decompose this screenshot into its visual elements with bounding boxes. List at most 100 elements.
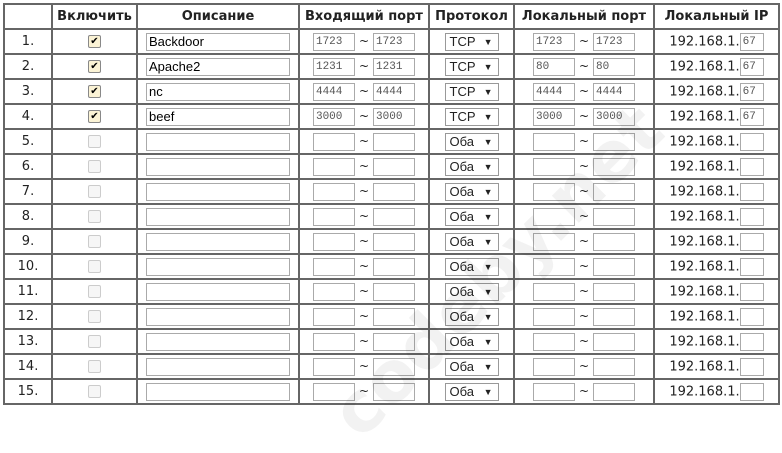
description-input[interactable] bbox=[146, 257, 290, 276]
local-port-to-input[interactable] bbox=[593, 157, 636, 176]
incoming-port-from-input[interactable] bbox=[312, 107, 355, 126]
incoming-port-to-input[interactable] bbox=[373, 282, 416, 301]
enable-checkbox[interactable]: ✔ bbox=[88, 60, 101, 73]
local-port-to-input[interactable] bbox=[593, 357, 636, 376]
incoming-port-from-input[interactable] bbox=[312, 132, 355, 151]
incoming-port-to-input[interactable] bbox=[373, 207, 416, 226]
local-ip-input[interactable] bbox=[739, 307, 764, 326]
incoming-port-to-input[interactable] bbox=[373, 57, 416, 76]
local-port-to-input[interactable] bbox=[593, 57, 636, 76]
incoming-port-from-input[interactable] bbox=[312, 307, 355, 326]
enable-checkbox[interactable]: ✔ bbox=[88, 85, 101, 98]
incoming-port-to-input[interactable] bbox=[373, 307, 416, 326]
incoming-port-to-input[interactable] bbox=[373, 382, 416, 401]
incoming-port-to-input[interactable] bbox=[373, 157, 416, 176]
local-ip-input[interactable] bbox=[739, 107, 764, 126]
protocol-select[interactable]: Оба ▼ bbox=[444, 182, 499, 201]
local-port-to-input[interactable] bbox=[593, 82, 636, 101]
protocol-select[interactable]: Оба ▼ bbox=[444, 207, 499, 226]
incoming-port-to-input[interactable] bbox=[373, 32, 416, 51]
description-input[interactable] bbox=[146, 57, 290, 76]
protocol-select[interactable]: Оба ▼ bbox=[444, 132, 499, 151]
local-ip-input[interactable] bbox=[739, 282, 764, 301]
local-port-to-input[interactable] bbox=[593, 282, 636, 301]
description-input[interactable] bbox=[146, 182, 290, 201]
incoming-port-from-input[interactable] bbox=[312, 332, 355, 351]
enable-checkbox[interactable] bbox=[88, 185, 101, 198]
incoming-port-from-input[interactable] bbox=[312, 282, 355, 301]
incoming-port-to-input[interactable] bbox=[373, 257, 416, 276]
protocol-select[interactable]: TCP ▼ bbox=[444, 57, 499, 76]
protocol-select[interactable]: Оба ▼ bbox=[444, 307, 499, 326]
incoming-port-from-input[interactable] bbox=[312, 232, 355, 251]
description-input[interactable] bbox=[146, 157, 290, 176]
description-input[interactable] bbox=[146, 107, 290, 126]
local-port-to-input[interactable] bbox=[593, 207, 636, 226]
enable-checkbox[interactable]: ✔ bbox=[88, 35, 101, 48]
local-port-to-input[interactable] bbox=[593, 257, 636, 276]
local-port-from-input[interactable] bbox=[532, 157, 575, 176]
enable-checkbox[interactable] bbox=[88, 210, 101, 223]
local-port-from-input[interactable] bbox=[532, 307, 575, 326]
description-input[interactable] bbox=[146, 282, 290, 301]
incoming-port-from-input[interactable] bbox=[312, 357, 355, 376]
protocol-select[interactable]: TCP ▼ bbox=[444, 82, 499, 101]
incoming-port-to-input[interactable] bbox=[373, 232, 416, 251]
local-port-from-input[interactable] bbox=[532, 107, 575, 126]
local-port-from-input[interactable] bbox=[532, 207, 575, 226]
protocol-select[interactable]: Оба ▼ bbox=[444, 382, 499, 401]
description-input[interactable] bbox=[146, 132, 290, 151]
local-ip-input[interactable] bbox=[739, 32, 764, 51]
local-port-from-input[interactable] bbox=[532, 357, 575, 376]
protocol-select[interactable]: TCP ▼ bbox=[444, 32, 499, 51]
incoming-port-to-input[interactable] bbox=[373, 182, 416, 201]
enable-checkbox[interactable] bbox=[88, 160, 101, 173]
local-port-from-input[interactable] bbox=[532, 382, 575, 401]
local-port-to-input[interactable] bbox=[593, 107, 636, 126]
incoming-port-from-input[interactable] bbox=[312, 257, 355, 276]
local-port-to-input[interactable] bbox=[593, 132, 636, 151]
local-port-from-input[interactable] bbox=[532, 257, 575, 276]
protocol-select[interactable]: TCP ▼ bbox=[444, 107, 499, 126]
local-port-from-input[interactable] bbox=[532, 132, 575, 151]
incoming-port-from-input[interactable] bbox=[312, 57, 355, 76]
local-ip-input[interactable] bbox=[739, 357, 764, 376]
description-input[interactable] bbox=[146, 32, 290, 51]
local-port-from-input[interactable] bbox=[532, 332, 575, 351]
incoming-port-from-input[interactable] bbox=[312, 382, 355, 401]
local-ip-input[interactable] bbox=[739, 57, 764, 76]
local-ip-input[interactable] bbox=[739, 257, 764, 276]
enable-checkbox[interactable] bbox=[88, 285, 101, 298]
local-port-from-input[interactable] bbox=[532, 282, 575, 301]
local-port-from-input[interactable] bbox=[532, 32, 575, 51]
local-port-to-input[interactable] bbox=[593, 182, 636, 201]
incoming-port-from-input[interactable] bbox=[312, 157, 355, 176]
incoming-port-from-input[interactable] bbox=[312, 82, 355, 101]
incoming-port-to-input[interactable] bbox=[373, 332, 416, 351]
enable-checkbox[interactable] bbox=[88, 260, 101, 273]
local-ip-input[interactable] bbox=[739, 182, 764, 201]
description-input[interactable] bbox=[146, 207, 290, 226]
description-input[interactable] bbox=[146, 357, 290, 376]
local-port-from-input[interactable] bbox=[532, 57, 575, 76]
local-port-from-input[interactable] bbox=[532, 232, 575, 251]
incoming-port-to-input[interactable] bbox=[373, 357, 416, 376]
incoming-port-to-input[interactable] bbox=[373, 82, 416, 101]
local-port-to-input[interactable] bbox=[593, 232, 636, 251]
description-input[interactable] bbox=[146, 82, 290, 101]
description-input[interactable] bbox=[146, 332, 290, 351]
protocol-select[interactable]: Оба ▼ bbox=[444, 282, 499, 301]
protocol-select[interactable]: Оба ▼ bbox=[444, 257, 499, 276]
enable-checkbox[interactable] bbox=[88, 360, 101, 373]
enable-checkbox[interactable] bbox=[88, 235, 101, 248]
local-port-to-input[interactable] bbox=[593, 332, 636, 351]
enable-checkbox[interactable] bbox=[88, 335, 101, 348]
local-ip-input[interactable] bbox=[739, 382, 764, 401]
local-ip-input[interactable] bbox=[739, 232, 764, 251]
incoming-port-to-input[interactable] bbox=[373, 107, 416, 126]
local-ip-input[interactable] bbox=[739, 132, 764, 151]
description-input[interactable] bbox=[146, 382, 290, 401]
local-port-from-input[interactable] bbox=[532, 82, 575, 101]
local-ip-input[interactable] bbox=[739, 207, 764, 226]
local-port-to-input[interactable] bbox=[593, 307, 636, 326]
